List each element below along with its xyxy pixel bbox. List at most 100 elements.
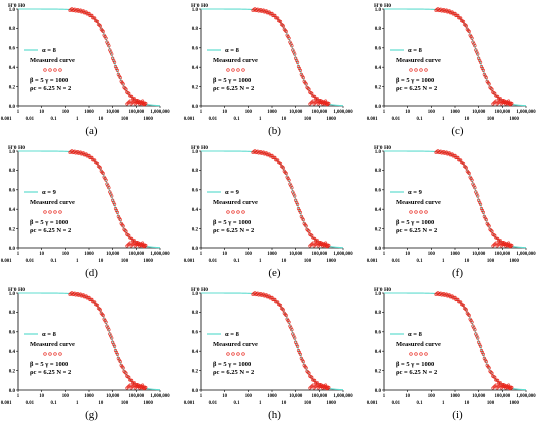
measured-point (470, 178, 474, 182)
measured-point (509, 101, 513, 105)
chart-svg: H'0 H0 0.0 0.2 0.4 0.6 0.8 1.0 1 10 100 1000 10,000… (184, 287, 353, 406)
x-tick-label-bottom: 0.001 (184, 259, 195, 264)
measured-point (298, 210, 302, 214)
param-line-1: β = 5 γ = 1000 (213, 77, 251, 84)
measured-point (107, 328, 111, 332)
measured-point (476, 194, 480, 198)
x-tick-label-top: 100,000 (495, 110, 511, 115)
x-tick-label-top: 100 (62, 252, 70, 257)
chart-svg: H'0 H0 0.0 0.2 0.4 0.6 0.8 1.0 1 10 100 1000 10,000… (184, 3, 353, 122)
x-tick-label-top: 1000 (84, 394, 94, 399)
measured-point (307, 87, 311, 91)
legend-measured-label: Measured curve (213, 199, 258, 206)
y-tick-label: 0.4 (375, 208, 382, 213)
measured-point (293, 52, 297, 56)
x-tick-label-bottom: 1000 (143, 259, 153, 264)
measured-point (502, 383, 506, 387)
legend-model-label: α = 8 (225, 331, 240, 338)
measured-point (324, 383, 328, 387)
legend-model-label: α = 9 (408, 189, 423, 196)
x-tick-label-top: 100,000 (312, 394, 328, 399)
y-axis-label: H'0 H0 (374, 145, 391, 151)
measured-point (326, 101, 330, 105)
measured-point (299, 356, 303, 360)
legend-measured-label: Measured curve (396, 199, 441, 206)
measured-point (116, 214, 120, 218)
measured-point (276, 16, 280, 20)
measured-point (484, 217, 488, 222)
measured-point (315, 99, 319, 103)
measured-point (502, 99, 506, 103)
measured-point (467, 29, 471, 34)
y-axis-label: H'0 H0 (374, 3, 391, 9)
y-tick-label: 0.4 (192, 66, 199, 71)
measured-point (127, 91, 131, 95)
y-tick-label: 0.8 (192, 169, 199, 174)
x-tick-label-top: 100,000 (129, 110, 145, 115)
measured-point (95, 303, 100, 308)
y-tick-label: 0.4 (375, 66, 382, 71)
x-tick-label-bottom: 10 (98, 401, 103, 406)
x-tick-label-top: 1 (200, 110, 203, 115)
x-tick-label-top: 1 (200, 252, 203, 257)
measured-point (461, 303, 466, 308)
measured-point (464, 166, 468, 170)
param-line-2: ρc = 6.25 N = 2 (213, 227, 254, 234)
x-tick-label-top: 100,000 (312, 110, 328, 115)
chart-panel: H'0 H0 0.0 0.2 0.4 0.6 0.8 1.0 1 10 100 1000 10,000… (183, 0, 366, 142)
x-tick-label-bottom: 1000 (326, 117, 336, 122)
measured-point (301, 217, 305, 222)
measured-point (115, 68, 119, 72)
x-tick-label-top: 1 (17, 252, 20, 257)
y-tick-label: 1.0 (9, 8, 16, 13)
x-tick-label-top: 1,000,000 (333, 394, 353, 399)
measured-point (128, 241, 132, 245)
x-tick-label-top: 1000 (84, 110, 94, 115)
measured-point (304, 224, 308, 228)
x-tick-label-bottom: 10 (464, 401, 469, 406)
y-tick-label: 0.6 (192, 331, 199, 336)
measured-point (95, 19, 100, 24)
legend-model-label: α = 8 (408, 331, 423, 338)
panel-caption: (d) (85, 267, 98, 279)
legend-marker (53, 210, 57, 214)
measured-point (112, 202, 117, 206)
measured-point (290, 328, 294, 332)
x-tick-label-bottom: 1 (259, 401, 262, 406)
measured-point (301, 359, 305, 364)
x-tick-label-bottom: 1 (442, 401, 445, 406)
param-line-2: ρc = 6.25 N = 2 (30, 369, 71, 376)
x-tick-label-top: 10,000 (289, 252, 303, 257)
measured-point (107, 186, 111, 190)
x-tick-label-bottom: 0.1 (51, 401, 58, 406)
y-tick-label: 0.6 (375, 189, 382, 194)
y-tick-label: 0.2 (9, 369, 16, 374)
measured-point (278, 161, 283, 166)
x-tick-label-top: 1,000,000 (516, 394, 536, 399)
measured-point (459, 158, 463, 162)
measured-point (93, 16, 97, 20)
panel-caption: (g) (85, 409, 98, 421)
measured-point (324, 241, 328, 245)
measured-point (476, 52, 480, 56)
measured-point (481, 352, 485, 356)
y-axis-label: H'0 H0 (8, 145, 25, 151)
legend-marker (58, 352, 62, 356)
measured-point (478, 344, 483, 348)
chart-panel: H'0 H0 0.0 0.2 0.4 0.6 0.8 1.0 1 10 100 1000 10,000… (183, 142, 366, 284)
measured-point (459, 300, 463, 304)
measured-point (507, 383, 511, 387)
y-axis-label: H'0 H0 (191, 3, 208, 9)
x-tick-label-top: 1000 (450, 252, 460, 257)
x-tick-label-top: 100 (428, 110, 436, 115)
x-tick-label-top: 1 (17, 110, 20, 115)
measured-point (490, 371, 494, 375)
x-tick-label-top: 100,000 (129, 252, 145, 257)
chart-panel: H'0 H0 0.0 0.2 0.4 0.6 0.8 1.0 1 10 100 1000 10,000… (183, 284, 366, 426)
measured-point (494, 383, 498, 387)
measured-point (107, 44, 111, 48)
measured-point (493, 233, 497, 237)
measured-point (490, 229, 494, 233)
measured-point (127, 375, 131, 379)
measured-point (281, 24, 285, 28)
